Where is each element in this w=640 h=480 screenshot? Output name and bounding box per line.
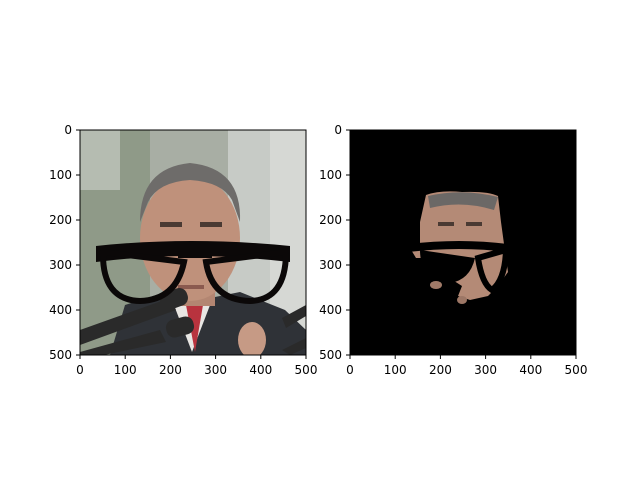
left-y-tick-label: 100 [49,168,72,182]
left-x-tick-label: 0 [76,363,84,377]
left-x-tick-label: 100 [114,363,137,377]
left-x-tick-label: 300 [204,363,227,377]
left-y-tick-label: 400 [49,303,72,317]
right-panel: 0 100 200 300 400 500 0 100 200 300 400 500 [319,123,587,377]
left-axes-frame [79,129,307,356]
right-y-tick-label: 400 [319,303,342,317]
glasses-overlay [96,241,290,305]
left-y-tick-label: 300 [49,258,72,272]
right-x-tick-label: 100 [384,363,407,377]
right-x-tick-label: 0 [346,363,354,377]
left-y-tick-label: 500 [49,348,72,362]
right-x-tick-label: 400 [519,363,542,377]
right-y-tick-label: 500 [319,348,342,362]
left-image [80,130,306,355]
left-y-tick-label: 0 [64,123,72,137]
right-x-tick-label: 500 [565,363,588,377]
right-y-tick-label: 0 [334,123,342,137]
right-y-tick-label: 100 [319,168,342,182]
left-panel: 0 100 200 300 400 500 0 100 200 300 400 500 [49,123,317,377]
right-axis-ticks: 0 100 200 300 400 500 0 100 200 300 400 500 [319,123,587,377]
right-y-tick-label: 300 [319,258,342,272]
right-image [350,130,576,355]
right-x-tick-label: 300 [474,363,497,377]
left-axis-ticks: 0 100 200 300 400 500 0 100 200 300 400 500 [49,123,317,377]
right-axes-frame [349,129,577,356]
right-x-tick-label: 200 [429,363,452,377]
left-y-tick-label: 200 [49,213,72,227]
left-x-tick-label: 200 [159,363,182,377]
left-x-tick-label: 500 [295,363,318,377]
left-x-tick-label: 400 [249,363,272,377]
right-y-tick-label: 200 [319,213,342,227]
